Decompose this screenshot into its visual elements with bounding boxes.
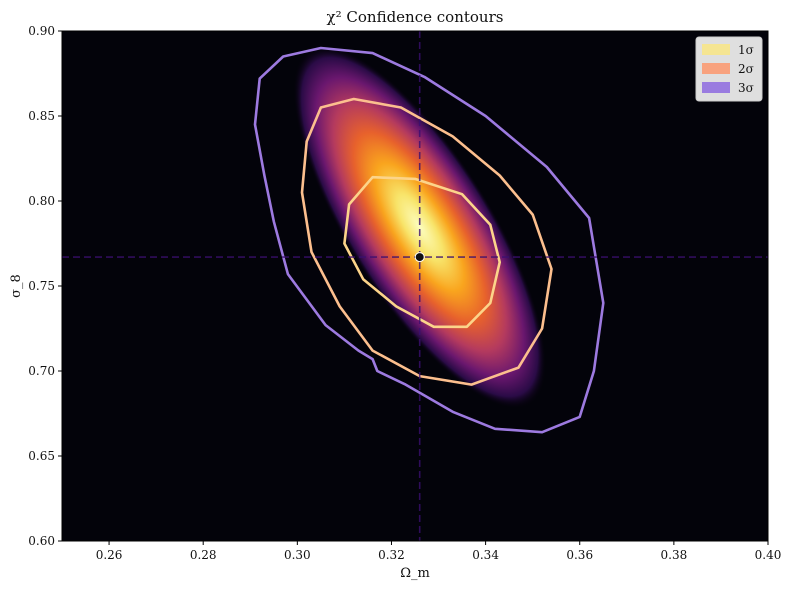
x-tick-label: 0.32 [378, 548, 405, 562]
x-tick-label: 0.34 [472, 548, 499, 562]
best-fit-layer [414, 252, 425, 263]
y-tick-label: 0.80 [28, 194, 55, 208]
chart-title: χ² Confidence contours [327, 8, 504, 26]
legend-swatch [702, 82, 730, 93]
legend: 1σ 2σ 3σ [695, 36, 763, 102]
heatmap-glow [292, 44, 547, 410]
x-tick-label: 0.26 [96, 548, 123, 562]
x-tick-label: 0.30 [284, 548, 311, 562]
y-tick-label: 0.75 [28, 279, 55, 293]
legend-label: 2σ [738, 62, 754, 76]
contour-1sigma [343, 175, 501, 329]
legend-label: 3σ [738, 81, 754, 95]
legend-label: 1σ [738, 43, 754, 57]
x-tick-label: 0.38 [661, 548, 688, 562]
y-tick-label: 0.90 [28, 24, 55, 38]
y-tick-label: 0.70 [28, 364, 55, 378]
x-tick-label: 0.28 [190, 548, 217, 562]
legend-swatch [702, 63, 730, 74]
x-tick-label: 0.36 [566, 548, 593, 562]
y-tick-label: 0.65 [28, 449, 55, 463]
y-axis-label: σ_8 [9, 274, 24, 298]
heatmap-field [292, 44, 547, 410]
contour-3sigma [253, 46, 605, 434]
x-tick-label: 0.40 [755, 548, 782, 562]
y-tick-label: 0.60 [28, 534, 55, 548]
contour-2sigma [300, 97, 553, 386]
y-tick-label: 0.85 [28, 109, 55, 123]
best-fit-point [414, 252, 425, 263]
axes: 0.26 0.28 0.30 0.32 0.34 0.36 0.38 0.40 0.60 0.65… [28, 24, 781, 562]
legend-swatch [702, 44, 730, 55]
contour-lines [253, 46, 605, 434]
x-axis-label: Ω_m [400, 566, 430, 581]
